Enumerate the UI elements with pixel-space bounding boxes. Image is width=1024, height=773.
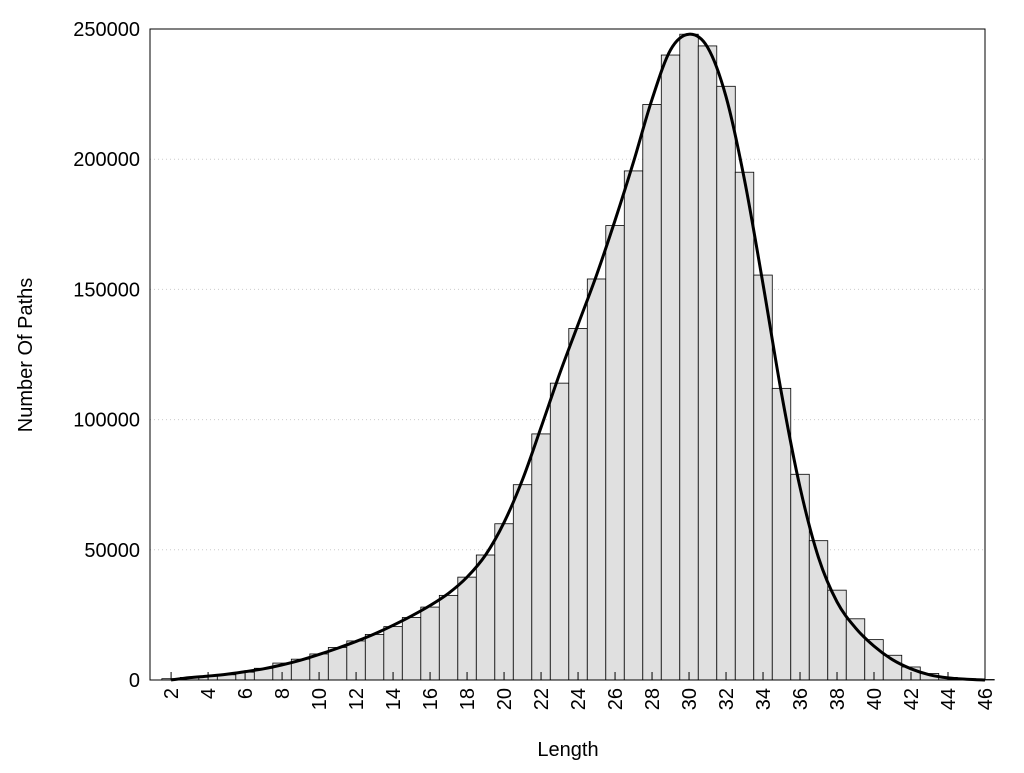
bar <box>679 33 699 681</box>
x-tick-label: 22 <box>531 688 553 710</box>
x-tick-label: 24 <box>568 688 590 710</box>
x-tick-label: 40 <box>864 688 886 710</box>
x-tick-label: 28 <box>642 688 664 710</box>
y-axis-title: Number Of Paths <box>15 278 37 433</box>
bar <box>494 523 514 681</box>
bar <box>457 576 477 681</box>
x-tick-label: 2 <box>161 688 183 699</box>
bar <box>401 617 422 681</box>
y-tick-label: 100000 <box>73 410 140 432</box>
bar <box>475 554 496 681</box>
x-tick-label: 6 <box>235 688 257 699</box>
y-tick-label: 250000 <box>73 19 140 41</box>
x-tick-label: 20 <box>494 688 516 710</box>
bar <box>586 278 607 681</box>
x-tick-label: 14 <box>383 688 405 710</box>
bar <box>512 484 533 681</box>
y-tick-label: 200000 <box>73 149 140 171</box>
bar <box>623 170 644 681</box>
bar <box>642 104 662 681</box>
x-tick-label: 30 <box>679 688 701 710</box>
x-tick-label: 36 <box>790 688 812 710</box>
x-tick-label: 46 <box>975 688 997 710</box>
x-tick-label: 32 <box>716 688 738 710</box>
bar <box>531 433 551 681</box>
x-axis-title: Length <box>537 739 598 761</box>
bar <box>753 274 773 681</box>
bar <box>660 54 681 681</box>
bar <box>364 634 385 681</box>
bar <box>734 171 755 681</box>
x-tick-label: 10 <box>309 688 331 710</box>
x-tick-label: 16 <box>420 688 442 710</box>
bar <box>549 382 570 681</box>
x-tick-label: 12 <box>346 688 368 710</box>
y-tick-label: 0 <box>129 670 140 692</box>
curve <box>170 32 986 682</box>
x-tick-label: 26 <box>605 688 627 710</box>
bar <box>697 45 718 681</box>
x-tick-label: 42 <box>901 688 923 710</box>
y-tick-label: 150000 <box>73 279 140 301</box>
bar <box>568 328 588 681</box>
x-tick-label: 8 <box>272 688 294 699</box>
bar <box>716 85 736 681</box>
bar <box>327 647 348 681</box>
bar <box>790 473 810 681</box>
y-tick-label: 50000 <box>84 540 140 562</box>
bar <box>383 626 403 681</box>
bar <box>438 594 459 681</box>
x-tick-label: 18 <box>457 688 479 710</box>
plot-frame <box>149 28 986 681</box>
x-tick-label: 38 <box>827 688 849 710</box>
x-tick-label: 44 <box>938 688 960 710</box>
x-tick-label: 34 <box>753 688 775 710</box>
x-tick-label: 4 <box>198 688 220 699</box>
bar <box>420 606 440 681</box>
bar <box>605 225 625 681</box>
